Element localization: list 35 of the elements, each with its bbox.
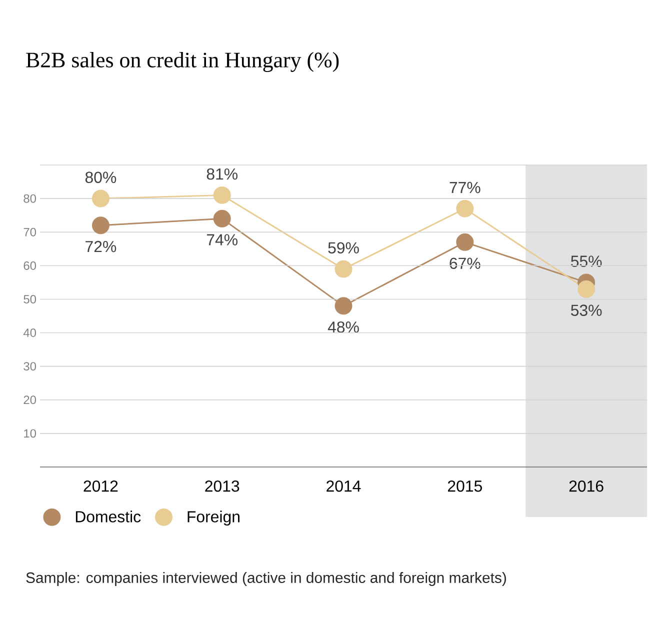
data-label: 77% [450, 182, 480, 194]
data-label: 67% [450, 258, 480, 269]
y-tick-label: 30 [24, 362, 36, 371]
data-label: 53% [571, 304, 602, 316]
data-label: 59% [328, 242, 359, 254]
data-label: 81% [206, 168, 238, 180]
data-label: 80% [85, 172, 116, 184]
point [92, 190, 110, 208]
data-label: 48% [328, 321, 359, 333]
y-tick-label: 70 [24, 228, 36, 236]
legend-label: Domestic [76, 510, 141, 522]
legend-label: Foreign [188, 510, 240, 526]
point [92, 216, 110, 234]
y-tick-label: 50 [24, 294, 36, 304]
y-tick-label: 80 [24, 194, 36, 203]
point [456, 200, 474, 218]
point [213, 186, 231, 204]
y-tick-label: 20 [24, 396, 36, 404]
y-tick-label: 60 [24, 261, 36, 270]
data-label: 72% [86, 240, 116, 252]
point [334, 260, 352, 278]
chart-title: B2B sales on credit in Hungary (%) [26, 52, 339, 72]
x-tick-label: 2015 [448, 480, 482, 492]
point [213, 210, 231, 228]
data-label: 74% [206, 234, 238, 246]
y-tick-label: 40 [23, 328, 36, 337]
y-tick-label: 10 [24, 429, 36, 438]
point [456, 233, 474, 251]
point [334, 297, 352, 315]
point [578, 280, 596, 298]
x-tick-label: 2012 [84, 480, 118, 492]
x-tick-label: 2014 [326, 480, 361, 492]
x-tick-label: 2013 [205, 480, 240, 492]
text: Sample: companies interviewed (active in domestic and foreign markets) [26, 572, 506, 586]
x-tick-label: 2016 [569, 480, 604, 492]
